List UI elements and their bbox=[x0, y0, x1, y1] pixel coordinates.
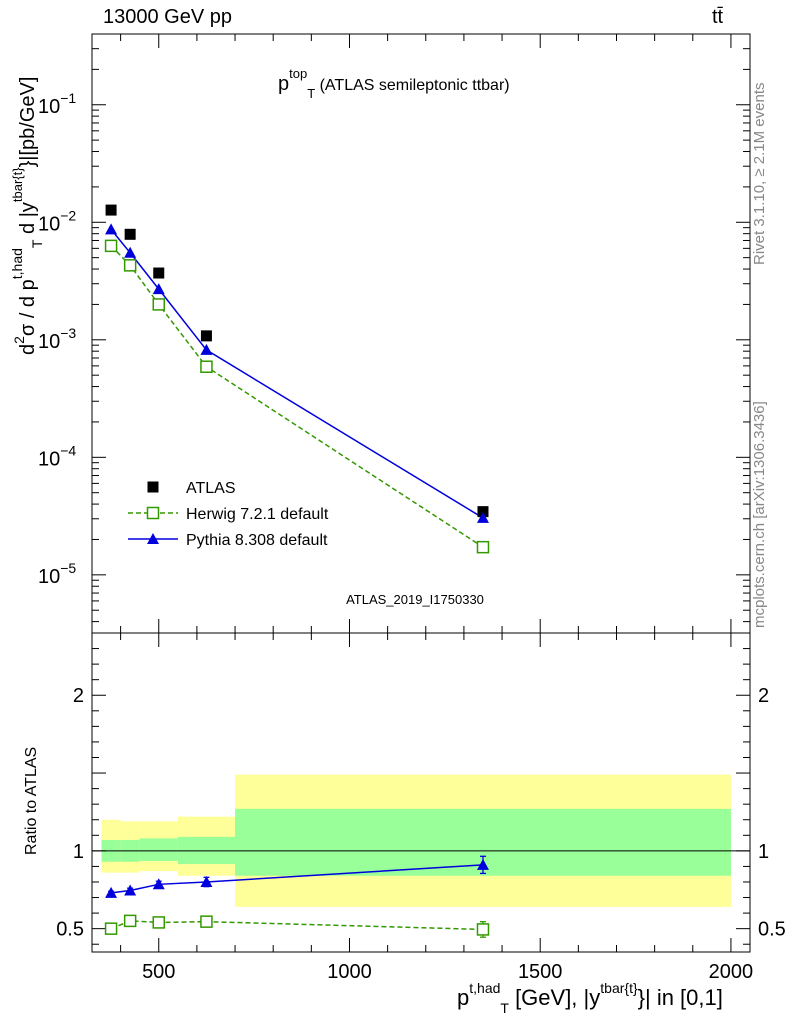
header-right: tt̄ bbox=[712, 6, 724, 28]
data-point bbox=[124, 246, 137, 258]
ratio-data-point bbox=[152, 878, 165, 890]
rivet-version-label: Rivet 3.1.10, ≥ 2.1M events bbox=[751, 83, 768, 266]
x-tick-label: 1500 bbox=[518, 961, 563, 983]
x-axis-label: pt,hadT [GeV], |ytbar{t}}| in [0,1] bbox=[457, 980, 723, 1016]
x-tick-label: 500 bbox=[142, 961, 175, 983]
x-tick-label: 2000 bbox=[709, 961, 754, 983]
ratio-series-line bbox=[110, 920, 484, 931]
data-point bbox=[104, 239, 118, 253]
data-point bbox=[153, 267, 165, 279]
y-tick-label: 10−3 bbox=[38, 325, 76, 353]
ratio-data-point bbox=[104, 922, 118, 935]
legend-label: Pythia 8.308 default bbox=[186, 532, 328, 549]
y-tick-label: 10−4 bbox=[38, 442, 76, 470]
ratio-data-point bbox=[476, 858, 489, 870]
legend-label: ATLAS bbox=[186, 480, 236, 497]
data-point bbox=[200, 330, 212, 342]
data-point bbox=[200, 360, 213, 373]
plot-title: ptopT (ATLAS semileptonic ttbar) bbox=[278, 66, 510, 101]
x-tick-label: 1000 bbox=[327, 961, 372, 983]
ratio-y-tick-label-right: 1 bbox=[758, 841, 769, 863]
series-line bbox=[110, 228, 484, 519]
legend-marker bbox=[147, 533, 159, 544]
ratio-y-tick-label: 1 bbox=[73, 841, 84, 863]
ratio-plot-frame bbox=[91, 632, 751, 953]
y-tick-label: 10−1 bbox=[38, 90, 76, 118]
legend-label: Herwig 7.2.1 default bbox=[186, 506, 329, 523]
ratio-data-point bbox=[152, 916, 166, 929]
data-point bbox=[476, 511, 489, 523]
y-axis-label: d2σ / d pt,hadT d |ytbar{t}}|[pb/GeV] bbox=[9, 77, 45, 355]
ratio-data-point bbox=[123, 914, 137, 928]
analysis-watermark: ATLAS_2019_I1750330 bbox=[346, 592, 484, 607]
legend-marker bbox=[146, 506, 160, 520]
data-point bbox=[123, 259, 137, 272]
y-tick-label: 10−5 bbox=[38, 560, 76, 588]
ratio-data-point bbox=[124, 884, 137, 896]
mcplots-label: mcplots.cern.ch [arXiv:1306.3436] bbox=[751, 401, 768, 628]
y-tick-label: 10−2 bbox=[38, 207, 76, 235]
stat-uncertainty-band bbox=[139, 838, 178, 861]
data-point bbox=[200, 343, 213, 355]
data-point bbox=[476, 540, 490, 554]
ratio-y-tick-label: 2 bbox=[73, 685, 84, 707]
series-line bbox=[110, 245, 484, 548]
data-point bbox=[105, 223, 118, 235]
ratio-y-tick-label-right: 0.5 bbox=[758, 919, 786, 941]
data-point bbox=[124, 228, 136, 240]
data-point bbox=[152, 283, 165, 295]
ratio-data-point bbox=[200, 915, 213, 928]
header-left: 13000 GeV pp bbox=[103, 6, 232, 28]
legend-marker bbox=[147, 481, 159, 493]
ratio-data-point bbox=[105, 886, 118, 898]
data-point bbox=[477, 506, 489, 518]
ratio-y-axis-label: Ratio to ATLAS bbox=[23, 747, 40, 855]
data-point bbox=[152, 298, 166, 311]
ratio-y-tick-label-right: 2 bbox=[758, 685, 769, 707]
ratio-y-tick-label: 0.5 bbox=[56, 919, 84, 941]
ratio-data-point bbox=[200, 875, 213, 887]
ratio-data-point bbox=[476, 923, 490, 936]
data-point bbox=[105, 204, 117, 216]
